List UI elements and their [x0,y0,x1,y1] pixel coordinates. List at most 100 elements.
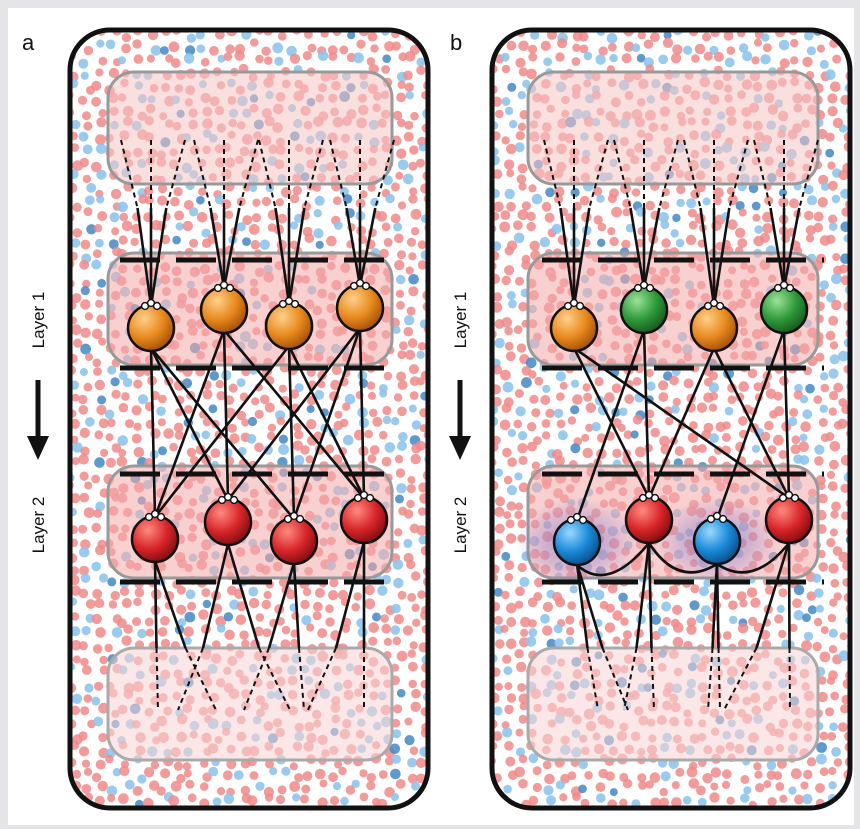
background-dot [134,587,145,598]
background-dot [184,405,193,414]
dashed-connection [683,139,702,209]
background-dot [395,289,405,298]
dashed-connection [177,647,204,711]
background-dot [567,416,577,425]
background-dot [383,371,393,381]
background-dot [580,798,590,808]
background-dot [330,379,341,391]
background-dot [150,45,162,56]
background-dot [407,338,418,348]
background-dot [78,731,88,741]
background-dot [659,787,668,797]
background-dot [541,419,551,428]
background-dot [499,221,511,233]
background-dot [802,409,813,420]
background-dot [96,143,107,154]
background-dot [540,395,551,405]
panel-letter-a: a [22,30,35,55]
background-dot [766,760,777,771]
background-dot [208,404,218,414]
background-dot [70,493,81,504]
background-dot [302,587,312,597]
background-dot [827,180,838,191]
background-dot [828,645,838,654]
background-dot [86,183,97,193]
background-dot [216,787,226,796]
background-dot [504,106,514,116]
connection [572,207,591,307]
background-dot [93,716,104,727]
background-dot [507,457,517,468]
background-dot [751,444,761,453]
background-dot [236,378,246,387]
background-dot [553,624,563,634]
connection [149,207,168,307]
background-dot [331,365,342,375]
background-dot [675,238,685,248]
background-dot [788,786,797,795]
background-dot [85,417,95,427]
background-dot [376,211,388,222]
background-dot [649,772,661,783]
background-dot [814,456,824,466]
background-dot [73,338,83,348]
background-dot [80,71,89,80]
background-dot [546,795,556,806]
layer2-label-a: Layer 2 [29,497,48,554]
background-dot [383,237,393,247]
background-dot [359,769,368,778]
background-dot [503,511,512,520]
background-dot [278,577,288,587]
background-dot [501,64,511,74]
background-dot [514,472,523,481]
background-dot [272,42,284,54]
background-dot [501,590,510,600]
background-dot [396,483,407,494]
background-dot [634,446,646,458]
background-dot [390,213,401,224]
background-dot [292,793,301,802]
background-dot [611,383,622,394]
background-dot [84,683,94,693]
background-dot [726,796,735,805]
background-dot [831,747,841,757]
background-dot [281,625,291,635]
background-dot [91,613,103,625]
background-dot [830,691,840,701]
background-dot [778,629,787,639]
background-dot [814,444,825,455]
background-dot [118,235,128,245]
background-dot [269,767,278,776]
background-dot [306,623,315,632]
background-dot [251,213,261,223]
background-dot [528,184,537,193]
background-dot [347,31,356,40]
background-dot [505,351,516,362]
background-dot [668,585,679,596]
layer1-neuron-4 [335,278,385,333]
background-dot [662,37,674,48]
background-dot [278,384,287,393]
background-dot [78,405,89,415]
background-dot [542,601,554,613]
background-dot [239,630,249,640]
dashed-connection [586,647,599,711]
background-dot [108,600,118,609]
layer2-neuron-4 [339,490,389,545]
background-dot [395,274,406,285]
background-dot [95,288,104,297]
background-dot [96,117,107,128]
background-dot [133,379,143,389]
background-dot [697,444,707,453]
background-dot [794,383,803,393]
background-dot [93,367,102,376]
background-dot [70,238,81,248]
background-dot [495,639,505,649]
background-dot [406,306,416,316]
background-dot [382,405,392,416]
background-dot [833,758,843,767]
background-dot [551,223,562,234]
background-dot [816,753,827,765]
background-dot [79,259,90,270]
background-dot [555,780,566,790]
